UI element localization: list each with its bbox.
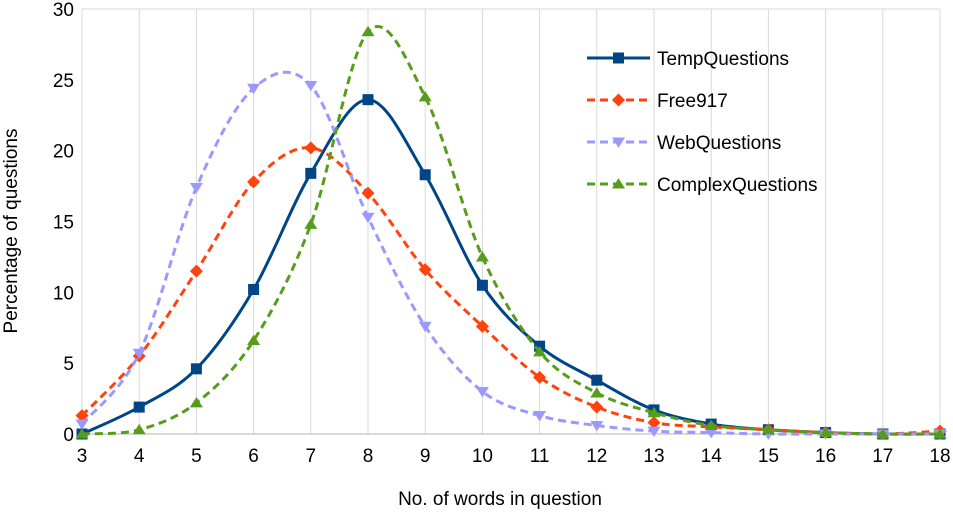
- series-ComplexQuestions: [75, 25, 947, 439]
- data-point-10: [476, 279, 488, 291]
- data-point-18: [933, 428, 947, 439]
- data-point-12: [590, 420, 604, 432]
- series-line: [81, 25, 941, 436]
- data-point-5: [189, 182, 203, 194]
- data-point-13: [647, 426, 661, 438]
- x-tick-label: 10: [472, 446, 493, 467]
- series-WebQuestions: [75, 70, 947, 440]
- legend-label: WebQuestions: [657, 133, 781, 154]
- y-tick-label: 0: [63, 425, 74, 446]
- y-tick-labels: 0 5 10 15 20 25 30: [53, 0, 74, 446]
- data-point-12: [590, 400, 604, 414]
- data-point-8: [361, 25, 375, 37]
- chart-grid: [81, 9, 941, 434]
- data-point-10: [475, 251, 489, 262]
- x-tick-label: 5: [191, 446, 202, 467]
- data-point-7: [304, 218, 318, 229]
- data-point-6: [247, 83, 261, 95]
- data-point-11: [533, 345, 547, 357]
- legend-marker: [612, 93, 625, 107]
- y-tick-label: 20: [53, 142, 74, 163]
- data-point-6: [247, 175, 261, 189]
- data-point-7: [305, 167, 317, 179]
- data-point-10: [475, 319, 489, 333]
- series-layer: [75, 25, 947, 441]
- legend-label: Free917: [657, 91, 728, 112]
- data-point-4: [132, 348, 146, 360]
- legend-marker: [612, 137, 625, 148]
- x-tick-label: 17: [872, 446, 893, 467]
- series-line: [80, 70, 940, 436]
- data-point-6: [248, 284, 260, 295]
- data-point-6: [247, 334, 261, 346]
- data-point-5: [190, 363, 202, 375]
- x-tick-label: 7: [306, 446, 317, 467]
- x-tick-label: 16: [815, 446, 836, 467]
- data-point-15: [761, 423, 775, 435]
- legend-item: Free917: [587, 91, 728, 112]
- series-TempQuestions: [76, 94, 946, 440]
- y-axis-title: Percentage of questions: [1, 129, 22, 334]
- x-tick-label: 4: [134, 446, 145, 467]
- data-point-14: [704, 419, 718, 431]
- data-point-13: [647, 406, 661, 418]
- legend-marker: [612, 178, 625, 189]
- data-point-8: [361, 212, 375, 224]
- data-point-7: [304, 141, 318, 155]
- x-tick-label: 12: [586, 446, 607, 467]
- legend-item: TempQuestions: [587, 49, 789, 70]
- x-tick-label: 11: [530, 446, 550, 467]
- x-tick-label: 15: [758, 446, 779, 467]
- x-axis-title: No. of words in question: [398, 489, 602, 510]
- legend-label: ComplexQuestions: [657, 175, 818, 196]
- data-point-12: [590, 387, 604, 398]
- data-point-11: [533, 411, 547, 422]
- data-point-4: [132, 423, 146, 435]
- legend-item: ComplexQuestions: [587, 175, 818, 196]
- legend-label: TempQuestions: [657, 49, 789, 70]
- data-point-7: [304, 80, 318, 92]
- x-tick-label: 13: [643, 446, 664, 467]
- data-point-8: [362, 94, 374, 106]
- data-point-10: [475, 386, 489, 398]
- data-point-4: [133, 401, 145, 413]
- x-tick-label: 3: [77, 446, 88, 467]
- y-tick-label: 25: [53, 71, 74, 92]
- x-tick-label: 6: [248, 446, 259, 467]
- x-tick-label: 9: [420, 446, 431, 467]
- y-tick-label: 5: [63, 354, 74, 375]
- chart-axes: [82, 8, 940, 435]
- data-point-8: [361, 186, 375, 200]
- x-tick-label: 8: [363, 446, 374, 467]
- data-point-9: [418, 90, 432, 102]
- data-point-12: [591, 374, 603, 386]
- data-point-3: [75, 428, 89, 439]
- y-tick-label: 30: [53, 0, 74, 21]
- series-line: [81, 98, 941, 436]
- x-tick-label: 18: [929, 446, 950, 467]
- legend-item: WebQuestions: [587, 133, 781, 154]
- y-tick-label: 10: [53, 283, 74, 304]
- y-tick-label: 15: [53, 213, 74, 234]
- data-point-17: [876, 428, 890, 439]
- data-point-9: [419, 169, 431, 181]
- data-point-16: [819, 426, 833, 438]
- data-point-11: [533, 370, 547, 384]
- data-point-9: [418, 321, 432, 333]
- data-point-3: [75, 419, 89, 430]
- x-tick-label: 14: [701, 446, 723, 467]
- data-point-14: [704, 428, 718, 439]
- x-tick-labels: 3 4 5 6 7 8 9 10 11 12 13 14 15 16 17 18: [77, 446, 951, 467]
- data-point-5: [189, 396, 203, 408]
- data-point-9: [418, 263, 432, 277]
- data-point-5: [189, 264, 203, 278]
- data-point-13: [647, 416, 661, 430]
- legend-marker: [613, 52, 624, 64]
- legend: TempQuestions Free917 WebQuestions ComplexQ…: [587, 49, 818, 196]
